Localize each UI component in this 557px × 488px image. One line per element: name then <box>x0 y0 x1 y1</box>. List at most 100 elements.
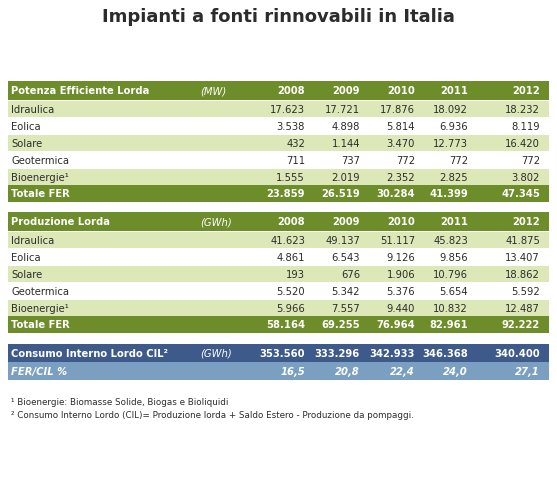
Text: Consumo Interno Lordo CIL²: Consumo Interno Lordo CIL² <box>11 348 168 358</box>
Bar <box>8 362 549 380</box>
Text: 17.623: 17.623 <box>270 105 305 115</box>
Text: 18.862: 18.862 <box>505 269 540 280</box>
Text: 3.802: 3.802 <box>512 173 540 183</box>
Text: Potenza Efficiente Lorda: Potenza Efficiente Lorda <box>11 86 149 96</box>
Text: Produzione Lorda: Produzione Lorda <box>11 217 110 227</box>
Text: 24,0: 24,0 <box>443 366 468 376</box>
Text: 2.352: 2.352 <box>387 173 415 183</box>
Text: 17.721: 17.721 <box>325 105 360 115</box>
Text: 13.407: 13.407 <box>505 252 540 263</box>
Text: 4.898: 4.898 <box>331 122 360 132</box>
Text: 16.420: 16.420 <box>505 139 540 149</box>
Text: 5.654: 5.654 <box>439 286 468 296</box>
Text: 18.092: 18.092 <box>433 105 468 115</box>
Text: 17.876: 17.876 <box>380 105 415 115</box>
Text: ¹ Bioenergie: Biomasse Solide, Biogas e Bioliquidi: ¹ Bioenergie: Biomasse Solide, Biogas e … <box>11 398 228 407</box>
Text: Idraulica: Idraulica <box>11 105 54 115</box>
Text: 772: 772 <box>521 156 540 165</box>
Text: 58.164: 58.164 <box>266 320 305 330</box>
Text: 9.126: 9.126 <box>386 252 415 263</box>
Text: 76.964: 76.964 <box>376 320 415 330</box>
Text: 47.345: 47.345 <box>501 189 540 199</box>
Bar <box>8 266 549 283</box>
Text: 7.557: 7.557 <box>331 304 360 313</box>
Text: 2009: 2009 <box>333 86 360 96</box>
Text: 12.773: 12.773 <box>433 139 468 149</box>
Text: Solare: Solare <box>11 269 42 280</box>
Bar <box>8 345 549 362</box>
Bar <box>8 213 549 231</box>
Text: 8.119: 8.119 <box>511 122 540 132</box>
Text: 340.400: 340.400 <box>495 348 540 358</box>
Text: Eolica: Eolica <box>11 122 41 132</box>
Text: 3.470: 3.470 <box>387 139 415 149</box>
Text: 2009: 2009 <box>333 217 360 227</box>
Text: 18.232: 18.232 <box>505 105 540 115</box>
Bar <box>8 102 549 118</box>
Text: 2010: 2010 <box>387 217 415 227</box>
Text: 45.823: 45.823 <box>433 236 468 245</box>
Text: 737: 737 <box>341 156 360 165</box>
Bar <box>8 316 549 333</box>
Text: 41.399: 41.399 <box>429 189 468 199</box>
Text: 16,5: 16,5 <box>280 366 305 376</box>
Text: 6.543: 6.543 <box>331 252 360 263</box>
Text: 92.222: 92.222 <box>502 320 540 330</box>
Text: 5.342: 5.342 <box>331 286 360 296</box>
Text: 4.861: 4.861 <box>276 252 305 263</box>
Text: 1.144: 1.144 <box>331 139 360 149</box>
Text: 23.859: 23.859 <box>266 189 305 199</box>
Text: 3.538: 3.538 <box>277 122 305 132</box>
Text: Eolica: Eolica <box>11 252 41 263</box>
Text: 193: 193 <box>286 269 305 280</box>
Text: 2012: 2012 <box>512 217 540 227</box>
Bar <box>8 249 549 265</box>
Text: 10.796: 10.796 <box>433 269 468 280</box>
Text: 51.117: 51.117 <box>380 236 415 245</box>
Text: Bioenergie¹: Bioenergie¹ <box>11 304 69 313</box>
Text: 353.560: 353.560 <box>260 348 305 358</box>
Text: 5.814: 5.814 <box>387 122 415 132</box>
Bar <box>8 232 549 248</box>
Text: Geotermica: Geotermica <box>11 286 69 296</box>
Text: 2.019: 2.019 <box>331 173 360 183</box>
Bar <box>8 119 549 135</box>
Text: (MW): (MW) <box>200 86 226 96</box>
Text: 342.933: 342.933 <box>370 348 415 358</box>
Text: 1.906: 1.906 <box>387 269 415 280</box>
Text: 41.623: 41.623 <box>270 236 305 245</box>
Bar <box>8 301 549 316</box>
Bar <box>8 82 549 101</box>
Text: 2010: 2010 <box>387 86 415 96</box>
Text: 1.555: 1.555 <box>276 173 305 183</box>
Text: (GWh): (GWh) <box>200 217 232 227</box>
Text: ² Consumo Interno Lordo (CIL)= Produzione lorda + Saldo Estero - Produzione da p: ² Consumo Interno Lordo (CIL)= Produzion… <box>11 411 414 420</box>
Text: 20,8: 20,8 <box>335 366 360 376</box>
Text: 772: 772 <box>396 156 415 165</box>
Text: 5.376: 5.376 <box>387 286 415 296</box>
Text: 772: 772 <box>449 156 468 165</box>
Text: Totale FER: Totale FER <box>11 189 70 199</box>
Text: 49.137: 49.137 <box>325 236 360 245</box>
Text: Geotermica: Geotermica <box>11 156 69 165</box>
Text: 711: 711 <box>286 156 305 165</box>
Text: 12.487: 12.487 <box>505 304 540 313</box>
Text: 432: 432 <box>286 139 305 149</box>
Bar <box>8 136 549 152</box>
Bar <box>8 153 549 169</box>
Text: 22,4: 22,4 <box>390 366 415 376</box>
Text: 5.592: 5.592 <box>511 286 540 296</box>
Text: 2008: 2008 <box>277 86 305 96</box>
Text: 26.519: 26.519 <box>321 189 360 199</box>
Text: 2011: 2011 <box>440 86 468 96</box>
Text: 2011: 2011 <box>440 217 468 227</box>
Text: 2008: 2008 <box>277 217 305 227</box>
Bar <box>8 284 549 299</box>
Bar <box>8 170 549 185</box>
Text: Idraulica: Idraulica <box>11 236 54 245</box>
Text: 82.961: 82.961 <box>429 320 468 330</box>
Text: 2.825: 2.825 <box>439 173 468 183</box>
Text: 27,1: 27,1 <box>515 366 540 376</box>
Text: 69.255: 69.255 <box>321 320 360 330</box>
Text: 30.284: 30.284 <box>377 189 415 199</box>
